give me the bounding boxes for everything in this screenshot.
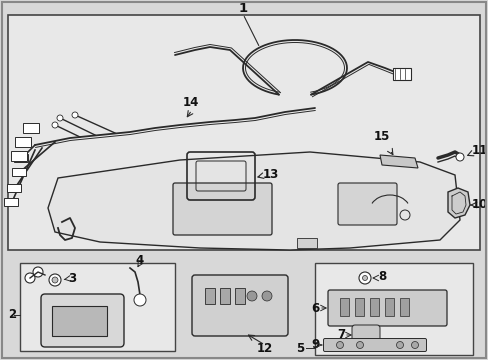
Text: 8: 8 — [377, 270, 386, 284]
Bar — [11, 151, 27, 161]
FancyBboxPatch shape — [351, 325, 379, 345]
Text: 7: 7 — [336, 328, 345, 342]
Text: 14: 14 — [183, 96, 199, 109]
Polygon shape — [48, 152, 459, 250]
Circle shape — [396, 342, 403, 348]
Text: 1: 1 — [238, 1, 247, 14]
Text: 3: 3 — [68, 271, 76, 284]
Circle shape — [246, 291, 257, 301]
Bar — [204, 288, 215, 304]
Text: 11: 11 — [471, 144, 487, 157]
Circle shape — [72, 112, 78, 118]
Circle shape — [33, 267, 43, 277]
Circle shape — [358, 272, 370, 284]
Circle shape — [455, 153, 463, 161]
Bar — [7, 184, 21, 192]
Circle shape — [356, 342, 363, 348]
Circle shape — [362, 275, 367, 280]
Text: 6: 6 — [311, 302, 319, 315]
Text: 12: 12 — [256, 342, 273, 355]
Circle shape — [411, 342, 418, 348]
Circle shape — [25, 273, 35, 283]
FancyBboxPatch shape — [192, 275, 287, 336]
Bar — [4, 198, 18, 206]
Text: 9: 9 — [311, 338, 319, 351]
Circle shape — [262, 291, 271, 301]
Bar — [296, 238, 316, 248]
Bar — [52, 306, 107, 336]
Bar — [220, 288, 229, 304]
Bar — [23, 123, 39, 133]
Polygon shape — [379, 155, 417, 168]
Text: 13: 13 — [263, 168, 279, 181]
Circle shape — [52, 277, 58, 283]
Bar — [392, 68, 410, 80]
Circle shape — [52, 122, 58, 128]
Bar — [354, 298, 363, 316]
Bar — [369, 298, 378, 316]
Bar — [8, 15, 479, 250]
Bar — [235, 288, 244, 304]
Text: 4: 4 — [136, 253, 144, 266]
Text: 2: 2 — [8, 309, 16, 321]
Polygon shape — [447, 188, 469, 218]
Circle shape — [134, 294, 146, 306]
FancyBboxPatch shape — [327, 290, 446, 326]
Bar — [15, 137, 31, 147]
FancyBboxPatch shape — [323, 338, 426, 351]
Bar — [20, 263, 175, 351]
Bar — [384, 298, 393, 316]
Circle shape — [57, 115, 63, 121]
Bar — [12, 168, 26, 176]
Bar — [14, 154, 28, 162]
Circle shape — [49, 274, 61, 286]
FancyBboxPatch shape — [173, 183, 271, 235]
Bar — [314, 263, 472, 355]
Text: 5: 5 — [295, 342, 304, 355]
Bar — [399, 298, 408, 316]
Bar — [339, 298, 348, 316]
Text: 10: 10 — [471, 198, 487, 211]
FancyBboxPatch shape — [41, 294, 124, 347]
FancyBboxPatch shape — [337, 183, 396, 225]
Circle shape — [336, 342, 343, 348]
Text: 15: 15 — [373, 130, 389, 143]
